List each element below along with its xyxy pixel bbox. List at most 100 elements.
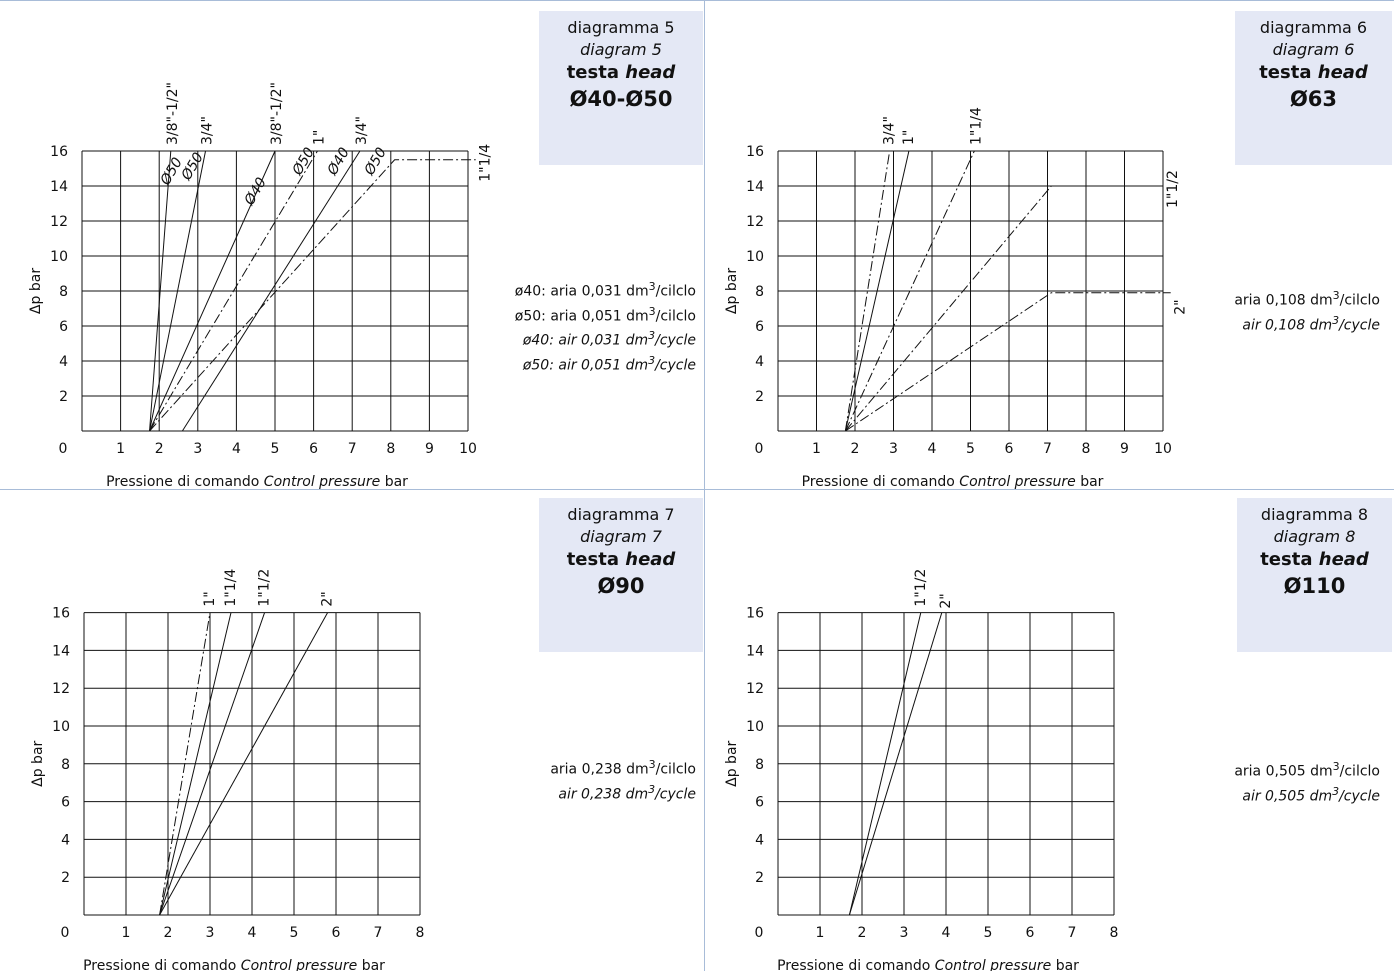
y-tick-label: 12	[50, 214, 68, 230]
head-label-it: testa	[1259, 62, 1312, 83]
series-line	[844, 185, 1163, 432]
y-tick-label: 4	[59, 354, 68, 370]
header-head-label: testa head	[1237, 549, 1392, 571]
y-tick-label: 10	[746, 249, 764, 265]
y-tick-label: 10	[746, 719, 764, 735]
x-tick-label: 1	[812, 441, 821, 457]
y-tick-label: 16	[50, 144, 68, 160]
series-label: 3/8"-1/2"	[165, 82, 181, 145]
header-head-label: testa head	[539, 549, 703, 571]
x-tick-label: 7	[374, 925, 383, 941]
x-tick-label: 7	[1068, 925, 1077, 941]
header-title-it: diagramma 6	[1259, 18, 1368, 37]
diagram-5-panel: diagramma 5 diagram 5 testa head Ø40-Ø50…	[0, 0, 705, 490]
series-label: 1"	[311, 130, 327, 145]
y-tick-label: 10	[50, 249, 68, 265]
series-line	[844, 150, 975, 432]
x-tick-label: 2	[858, 925, 867, 941]
series-label: 3/4"	[354, 116, 370, 145]
y-axis-label: Δp bar	[28, 268, 44, 314]
head-label-en: head	[625, 549, 676, 570]
header-title-en: diagram 5	[580, 40, 662, 59]
diagram-6-header: diagramma 6 diagram 6 testa head Ø63	[1235, 11, 1392, 165]
x-axis-label: Pressione di comando Control pressure ba…	[106, 474, 408, 490]
y-tick-label: 2	[755, 870, 764, 886]
y-tick-label: 8	[59, 284, 68, 300]
header-title-it: diagramma 8	[1260, 505, 1369, 524]
series-label: 1"	[901, 130, 917, 145]
series-label: 3/4"	[882, 116, 898, 145]
y-tick-label: 6	[755, 795, 764, 811]
y-tick-label: 10	[52, 719, 70, 735]
series-label: 1"1/2	[1165, 170, 1181, 208]
y-tick-label: 12	[746, 681, 764, 697]
diagram-6-notes: aria 0,108 dm3/cilclo air 0,108 dm3/cycle	[1234, 286, 1380, 335]
header-size: Ø110	[1283, 574, 1346, 598]
x-tick-label: 4	[928, 441, 937, 457]
y-tick-label: 12	[746, 214, 764, 230]
series-line	[844, 150, 891, 432]
y-tick-label: 14	[50, 179, 68, 195]
x-tick-label: 6	[332, 925, 341, 941]
y-tick-label: 4	[61, 832, 70, 848]
x-axis-label: Pressione di comando Control pressure ba…	[777, 958, 1079, 971]
series-line	[844, 150, 910, 432]
x-tick-label: 4	[248, 925, 257, 941]
x-tick-label: 6	[1026, 925, 1035, 941]
series-line	[159, 612, 329, 916]
series-line	[149, 159, 476, 432]
air-consumption-note: aria 0,108 dm3/cilclo	[1234, 289, 1380, 309]
x-tick-label: 8	[1110, 925, 1119, 941]
x-tick-label: 3	[193, 441, 202, 457]
series-label: 3/4"	[200, 116, 216, 145]
x-tick-label: 4	[232, 441, 241, 457]
series-label: 1"1/4	[968, 107, 984, 145]
air-consumption-note: ø50: aria 0,051 dm3/cilclo	[514, 304, 696, 325]
header-title-en: diagram 6	[1272, 40, 1355, 59]
series-label: 1"1/4	[478, 144, 494, 182]
series-line	[149, 150, 207, 432]
diagram-5-notes: ø40: aria 0,031 dm3/cilclo ø50: aria 0,05…	[515, 277, 696, 376]
y-tick-label: 16	[746, 606, 764, 622]
y-tick-label: 6	[61, 795, 70, 811]
diagram-7-panel: diagramma 7 diagram 7 testa head Ø90 ari…	[0, 490, 705, 971]
y-tick-label: 16	[52, 606, 70, 622]
x-tick-label: 7	[1043, 441, 1052, 457]
head-label-en: head	[625, 62, 676, 83]
series-label: 2"	[320, 591, 336, 606]
y-tick-label: 4	[755, 832, 764, 848]
header-head-label: testa head	[1235, 62, 1392, 84]
series-line	[845, 292, 1171, 432]
x-tick-label: 3	[206, 925, 215, 941]
y-tick-label: 16	[746, 144, 764, 160]
y-tick-label: 8	[755, 284, 764, 300]
chart-grid	[83, 612, 421, 916]
y-tick-label: 4	[755, 354, 764, 370]
air-consumption-note: ø50: air 0,051 dm3/cycle	[522, 353, 696, 374]
x-tick-label: 2	[851, 441, 860, 457]
x-tick-label: 5	[966, 441, 975, 457]
y-tick-label: 8	[61, 757, 70, 773]
chart-grid	[777, 612, 1115, 916]
series-label: 2"	[938, 593, 954, 608]
series-line	[181, 150, 361, 432]
y-axis-label: Δp bar	[724, 268, 740, 314]
header-title-it: diagramma 5	[567, 18, 675, 37]
diameter-annotation: Ø40	[241, 175, 270, 209]
series-line	[149, 150, 318, 432]
x-tick-label: 8	[416, 925, 425, 941]
series-line	[159, 612, 266, 916]
y-axis-label: Δp bar	[724, 740, 740, 786]
y-tick-label: 2	[755, 389, 764, 405]
x-tick-label: 10	[1154, 441, 1172, 457]
x-tick-label: 1	[122, 925, 131, 941]
head-label-it: testa	[566, 549, 619, 570]
series-line	[149, 150, 276, 432]
series-label: 3/8"-1/2"	[269, 82, 285, 145]
header-size: Ø63	[1289, 87, 1338, 111]
y-axis-label: Δp bar	[30, 740, 46, 786]
x-tick-label: 0	[61, 925, 70, 941]
y-tick-label: 12	[52, 681, 70, 697]
